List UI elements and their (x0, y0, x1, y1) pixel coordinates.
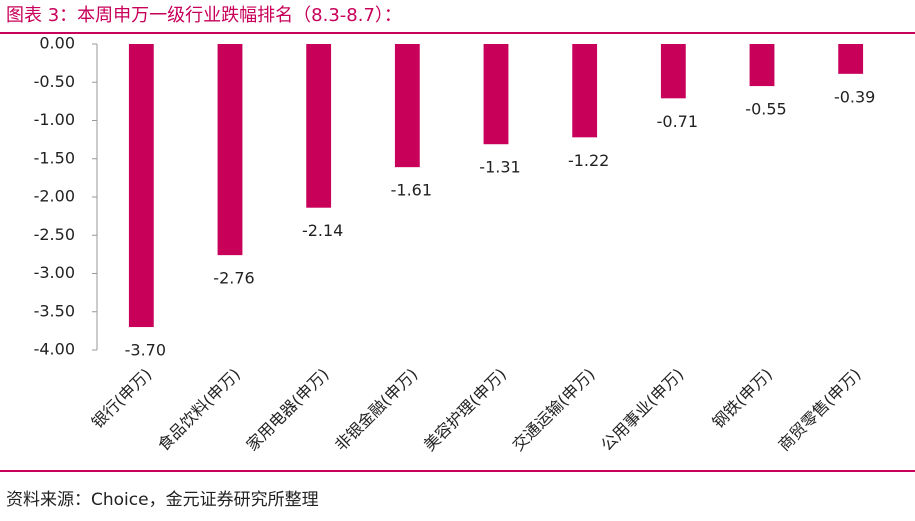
y-tick-label: -2.00 (34, 187, 75, 206)
x-tick-label: 家用电器(申万) (243, 365, 333, 455)
y-tick-label: -2.50 (34, 225, 75, 244)
y-tick-label: -4.00 (34, 340, 75, 359)
bar (838, 44, 864, 74)
bar (217, 44, 243, 256)
value-label: -1.22 (568, 151, 609, 170)
value-label: -3.70 (125, 341, 166, 360)
value-label: -0.55 (745, 100, 786, 119)
bar (749, 44, 775, 87)
x-tick-label: 商贸零售(申万) (775, 365, 865, 455)
x-tick-label: 美容护理(申万) (420, 365, 510, 455)
bar (306, 44, 332, 208)
y-tick-label: -3.00 (34, 263, 75, 282)
value-label: -1.61 (391, 181, 432, 200)
x-tick-label: 食品饮料(申万) (154, 365, 244, 455)
x-tick-label: 公用事业(申万) (597, 365, 687, 455)
x-tick-label: 银行(申万) (88, 365, 156, 433)
bar (128, 44, 154, 328)
source: 资料来源：Choice，金元证券研究所整理 (6, 490, 319, 510)
x-tick-label: 钢铁(申万) (708, 365, 776, 433)
y-tick-label: -1.50 (34, 148, 75, 167)
y-tick-label: -1.00 (34, 110, 75, 129)
bar (394, 44, 420, 168)
value-label: -0.39 (834, 87, 875, 106)
x-tick-label: 交通运输(申万) (509, 365, 599, 455)
x-tick-label: 非银金融(申万) (331, 365, 421, 455)
value-label: -0.71 (657, 112, 698, 131)
bar (483, 44, 509, 145)
value-label: -2.76 (213, 269, 254, 288)
y-tick-label: -0.50 (34, 72, 75, 91)
value-label: -1.31 (479, 158, 520, 177)
chart-title: 图表 3：本周申万一级行业跌幅排名（8.3-8.7）： (6, 5, 402, 26)
y-tick-label: -3.50 (34, 301, 75, 320)
bar (660, 44, 686, 99)
y-tick-label: 0.00 (39, 34, 75, 53)
value-label: -2.14 (302, 221, 343, 240)
bar (572, 44, 598, 138)
